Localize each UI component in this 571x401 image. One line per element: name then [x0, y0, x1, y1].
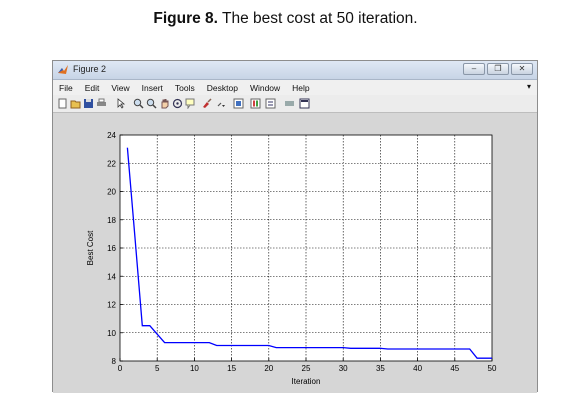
- pointer-icon[interactable]: [115, 98, 126, 109]
- x-tick-label: 0: [118, 364, 123, 373]
- close-icon: ✕: [518, 64, 526, 73]
- brush-icon[interactable]: [201, 98, 212, 109]
- x-tick-label: 20: [264, 364, 273, 373]
- dock-icon[interactable]: [299, 98, 310, 109]
- print-icon[interactable]: [96, 98, 107, 109]
- y-tick-label: 12: [107, 301, 116, 310]
- y-axis-label: Best Cost: [86, 230, 95, 265]
- y-tick-label: 14: [107, 272, 116, 281]
- x-tick-label: 15: [227, 364, 236, 373]
- restore-icon: ❐: [494, 64, 502, 73]
- figure-window: Figure 2 – ❐ ✕ File Edit View Insert Too…: [52, 60, 538, 393]
- figure-caption: Figure 8. The best cost at 50 iteration.: [0, 10, 571, 28]
- caption-text: The best cost at 50 iteration.: [218, 10, 418, 27]
- x-axis-label: Iteration: [292, 377, 321, 386]
- pan-icon[interactable]: [159, 98, 170, 109]
- rotate-icon[interactable]: [172, 98, 183, 109]
- open-icon[interactable]: [70, 98, 81, 109]
- x-tick-label: 50: [488, 364, 497, 373]
- y-tick-label: 20: [107, 188, 116, 197]
- grid-lines: [120, 135, 492, 361]
- zoom-in-icon[interactable]: [133, 98, 144, 109]
- save-icon[interactable]: [83, 98, 94, 109]
- y-tick-label: 8: [112, 357, 117, 366]
- figure-canvas: 0 5 10 15 20 25 30 35 40 45 50 8 10 12 14 16 18 20 22 24 It…: [53, 113, 537, 393]
- x-tick-label: 30: [339, 364, 348, 373]
- x-tick-label: 10: [190, 364, 199, 373]
- close-button[interactable]: ✕: [511, 63, 533, 75]
- x-tick-label: 25: [302, 364, 311, 373]
- x-tick-label: 5: [155, 364, 160, 373]
- caption-label: Figure 8.: [153, 10, 218, 27]
- minimize-icon: –: [471, 64, 477, 73]
- menu-edit[interactable]: Edit: [84, 82, 100, 93]
- y-tick-label: 22: [107, 159, 116, 168]
- x-tick-label: 35: [376, 364, 385, 373]
- matlab-logo-icon: [58, 65, 68, 74]
- menu-view[interactable]: View: [111, 82, 130, 93]
- datacursor-icon[interactable]: [185, 98, 196, 109]
- best-cost-chart: 0 5 10 15 20 25 30 35 40 45 50 8 10 12 14 16 18 20 22 24 It…: [86, 131, 497, 386]
- zoom-out-icon[interactable]: [146, 98, 157, 109]
- minimize-button[interactable]: –: [463, 63, 485, 75]
- new-figure-icon[interactable]: [57, 98, 68, 109]
- menu-dock-arrow-icon[interactable]: ▾: [526, 82, 531, 91]
- toolbar: [53, 95, 537, 113]
- axis-ticks: 0 5 10 15 20 25 30 35 40 45 50 8 10 12 14 16 18 20 22 24: [107, 131, 497, 373]
- window-title: Figure 2: [73, 64, 107, 74]
- best-cost-series-line: [126, 147, 492, 359]
- y-tick-label: 24: [107, 131, 116, 140]
- menu-bar: File Edit View Insert Tools Desktop Wind…: [53, 80, 537, 95]
- show-tools-icon[interactable]: [284, 98, 295, 109]
- hide-tools-icon[interactable]: [265, 98, 276, 109]
- restore-button[interactable]: ❐: [487, 63, 509, 75]
- menu-desktop[interactable]: Desktop: [206, 82, 238, 93]
- menu-tools[interactable]: Tools: [174, 82, 195, 93]
- legend-icon[interactable]: [250, 98, 261, 109]
- title-bar[interactable]: Figure 2 – ❐ ✕: [53, 61, 537, 80]
- link-icon[interactable]: [216, 98, 227, 109]
- menu-window[interactable]: Window: [249, 82, 281, 93]
- y-tick-label: 18: [107, 216, 116, 225]
- y-tick-label: 16: [107, 244, 116, 253]
- x-tick-label: 45: [450, 364, 459, 373]
- menu-insert[interactable]: Insert: [141, 82, 163, 93]
- y-tick-label: 10: [107, 329, 116, 338]
- colorbar-icon[interactable]: [233, 98, 244, 109]
- menu-help[interactable]: Help: [292, 82, 310, 93]
- x-tick-label: 40: [413, 364, 422, 373]
- menu-file[interactable]: File: [59, 82, 73, 93]
